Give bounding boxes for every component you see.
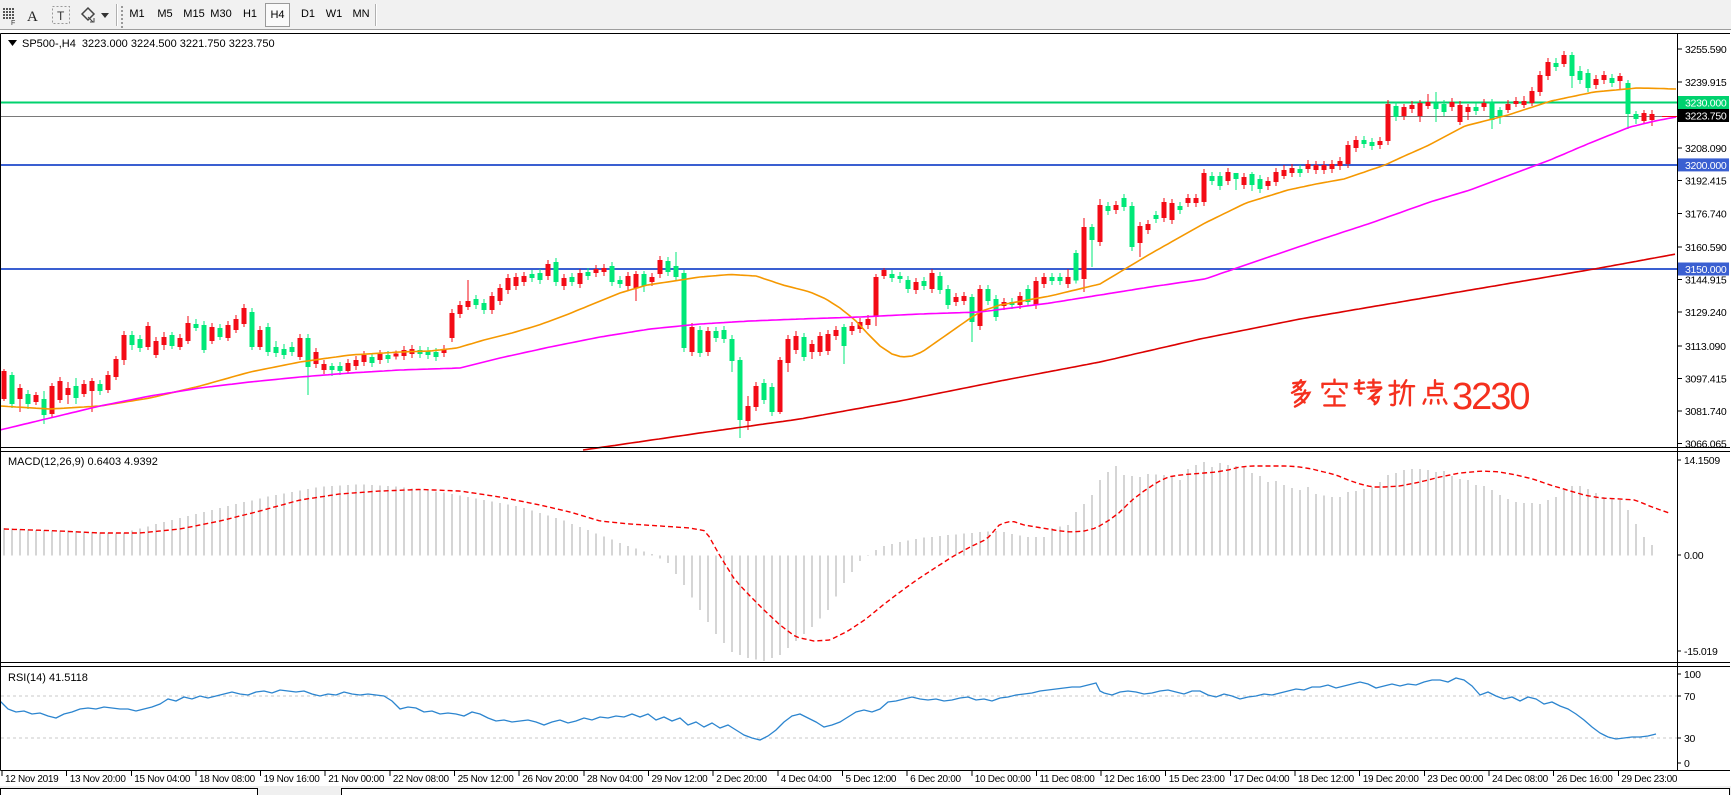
svg-text:RSI(14) 41.5118: RSI(14) 41.5118 xyxy=(8,672,88,684)
svg-text:12 Nov 2019: 12 Nov 2019 xyxy=(5,774,59,785)
svg-text:3200.000: 3200.000 xyxy=(1685,160,1727,172)
svg-text:3066.065: 3066.065 xyxy=(1685,439,1727,451)
svg-text:3113.090: 3113.090 xyxy=(1685,341,1726,353)
svg-text:SP500-,H4 3223.000 3224.500 3: SP500-,H4 3223.000 3224.500 3221.750 322… xyxy=(22,38,275,50)
svg-text:4 Dec 04:00: 4 Dec 04:00 xyxy=(781,774,832,785)
svg-text:5 Dec 12:00: 5 Dec 12:00 xyxy=(846,774,897,785)
svg-text:29 Nov 12:00: 29 Nov 12:00 xyxy=(652,774,709,785)
svg-text:3230.000: 3230.000 xyxy=(1685,98,1727,110)
svg-text:3255.590: 3255.590 xyxy=(1685,44,1727,56)
svg-text:3230: 3230 xyxy=(1452,376,1529,418)
svg-text:19 Dec 20:00: 19 Dec 20:00 xyxy=(1363,774,1420,785)
svg-text:3097.415: 3097.415 xyxy=(1685,373,1727,385)
svg-text:24 Dec 08:00: 24 Dec 08:00 xyxy=(1492,774,1549,785)
svg-text:3129.240: 3129.240 xyxy=(1685,307,1727,319)
svg-text:11 Dec 08:00: 11 Dec 08:00 xyxy=(1039,774,1095,785)
svg-text:12 Dec 16:00: 12 Dec 16:00 xyxy=(1104,774,1161,785)
svg-text:26 Dec 16:00: 26 Dec 16:00 xyxy=(1557,774,1614,785)
svg-text:3150.000: 3150.000 xyxy=(1685,264,1727,276)
svg-text:3192.415: 3192.415 xyxy=(1685,176,1727,188)
svg-text:3081.740: 3081.740 xyxy=(1685,406,1727,418)
svg-text:30: 30 xyxy=(1684,733,1696,745)
svg-text:F: F xyxy=(11,20,15,27)
svg-text:17 Dec 04:00: 17 Dec 04:00 xyxy=(1233,774,1290,785)
svg-text:15 Nov 04:00: 15 Nov 04:00 xyxy=(134,774,191,785)
svg-text:3239.915: 3239.915 xyxy=(1685,77,1727,89)
svg-text:18 Dec 12:00: 18 Dec 12:00 xyxy=(1298,774,1355,785)
svg-text:18 Nov 08:00: 18 Nov 08:00 xyxy=(199,774,256,785)
svg-text:3160.590: 3160.590 xyxy=(1685,242,1727,254)
svg-text:3223.750: 3223.750 xyxy=(1685,111,1727,123)
svg-text:28 Nov 04:00: 28 Nov 04:00 xyxy=(587,774,644,785)
svg-text:29 Dec 23:00: 29 Dec 23:00 xyxy=(1621,774,1678,785)
svg-text:T: T xyxy=(57,9,65,23)
svg-text:A: A xyxy=(27,9,38,25)
svg-text:25 Nov 12:00: 25 Nov 12:00 xyxy=(458,774,515,785)
svg-text:15 Dec 23:00: 15 Dec 23:00 xyxy=(1169,774,1226,785)
svg-text:0.00: 0.00 xyxy=(1684,550,1704,562)
svg-text:3176.740: 3176.740 xyxy=(1685,208,1727,220)
svg-text:MACD(12,26,9) 0.6403 4.9392: MACD(12,26,9) 0.6403 4.9392 xyxy=(8,456,158,468)
svg-text:23 Dec 00:00: 23 Dec 00:00 xyxy=(1427,774,1484,785)
svg-text:14.1509: 14.1509 xyxy=(1684,455,1720,467)
svg-text:22 Nov 08:00: 22 Nov 08:00 xyxy=(393,774,450,785)
svg-text:6 Dec 20:00: 6 Dec 20:00 xyxy=(910,774,961,785)
svg-text:70: 70 xyxy=(1684,691,1696,703)
svg-text:21 Nov 00:00: 21 Nov 00:00 xyxy=(328,774,385,785)
svg-text:19 Nov 16:00: 19 Nov 16:00 xyxy=(264,774,321,785)
svg-text:-15.019: -15.019 xyxy=(1684,646,1718,658)
svg-text:26 Nov 20:00: 26 Nov 20:00 xyxy=(522,774,579,785)
svg-text:100: 100 xyxy=(1684,669,1701,681)
svg-text:13 Nov 20:00: 13 Nov 20:00 xyxy=(70,774,127,785)
svg-text:10 Dec 00:00: 10 Dec 00:00 xyxy=(975,774,1032,785)
svg-text:0: 0 xyxy=(1684,758,1690,770)
svg-text:2 Dec 20:00: 2 Dec 20:00 xyxy=(716,774,767,785)
svg-text:3144.915: 3144.915 xyxy=(1685,275,1727,287)
svg-text:3208.090: 3208.090 xyxy=(1685,143,1727,155)
